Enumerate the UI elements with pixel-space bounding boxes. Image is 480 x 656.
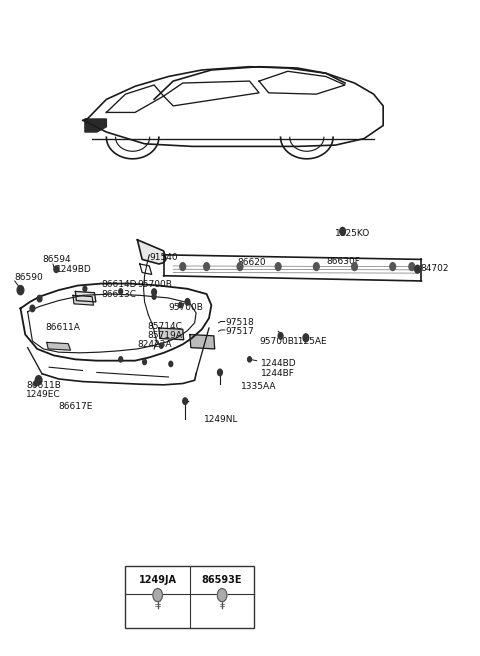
Text: 1125AE: 1125AE: [292, 337, 327, 346]
Circle shape: [152, 294, 156, 299]
Text: 85714C: 85714C: [147, 322, 182, 331]
Circle shape: [185, 298, 190, 305]
Polygon shape: [190, 335, 215, 349]
Text: 97518: 97518: [226, 318, 254, 327]
Circle shape: [313, 262, 319, 270]
Circle shape: [340, 228, 346, 236]
Text: 91540: 91540: [149, 253, 178, 262]
Text: 97517: 97517: [226, 327, 254, 336]
Circle shape: [159, 343, 163, 348]
Text: 95700B: 95700B: [259, 337, 294, 346]
Text: 95700B: 95700B: [137, 280, 172, 289]
Circle shape: [143, 359, 146, 365]
Polygon shape: [159, 328, 184, 340]
Text: 86614D: 86614D: [102, 280, 137, 289]
Circle shape: [30, 305, 35, 312]
Circle shape: [180, 262, 186, 270]
Circle shape: [237, 262, 243, 270]
Circle shape: [390, 262, 396, 270]
Text: 1125KO: 1125KO: [336, 229, 371, 237]
Circle shape: [83, 286, 87, 291]
Text: 82423A: 82423A: [137, 340, 172, 350]
Text: 86617E: 86617E: [59, 402, 93, 411]
Text: 86611B: 86611B: [26, 381, 61, 390]
Text: 86593E: 86593E: [202, 575, 242, 585]
Text: 86594: 86594: [42, 255, 71, 264]
Polygon shape: [137, 240, 166, 264]
Circle shape: [119, 289, 122, 294]
Text: 1244BD: 1244BD: [261, 359, 296, 369]
Text: 86611A: 86611A: [45, 323, 80, 333]
Text: 1335AA: 1335AA: [241, 382, 276, 391]
Circle shape: [17, 285, 24, 295]
Text: 1249JA: 1249JA: [139, 575, 177, 585]
Text: 1244BF: 1244BF: [261, 369, 294, 378]
Polygon shape: [47, 342, 71, 350]
Polygon shape: [75, 291, 96, 302]
Text: 86590: 86590: [15, 272, 44, 281]
Circle shape: [169, 361, 173, 367]
Circle shape: [415, 265, 420, 273]
Circle shape: [54, 266, 59, 272]
Circle shape: [248, 357, 252, 362]
Polygon shape: [73, 295, 94, 305]
Polygon shape: [85, 119, 107, 132]
Circle shape: [217, 369, 222, 376]
Circle shape: [217, 588, 227, 602]
Circle shape: [278, 333, 283, 339]
Text: 85719A: 85719A: [147, 331, 182, 340]
Text: 86620: 86620: [238, 258, 266, 267]
Circle shape: [204, 262, 209, 270]
Text: 1249EC: 1249EC: [26, 390, 61, 399]
Circle shape: [119, 357, 122, 362]
Circle shape: [276, 262, 281, 270]
Circle shape: [34, 381, 37, 386]
Text: 1249NL: 1249NL: [204, 415, 239, 424]
Circle shape: [303, 334, 309, 342]
Circle shape: [153, 588, 162, 602]
Circle shape: [35, 376, 42, 385]
Circle shape: [183, 398, 188, 405]
Text: 84702: 84702: [420, 264, 449, 273]
Text: 86630F: 86630F: [326, 257, 360, 266]
Circle shape: [409, 262, 415, 270]
Circle shape: [179, 302, 182, 308]
Text: 86613C: 86613C: [102, 289, 137, 298]
Circle shape: [37, 295, 42, 302]
FancyBboxPatch shape: [125, 566, 254, 628]
Text: 1249BD: 1249BD: [56, 265, 92, 274]
Text: 95700B: 95700B: [168, 302, 204, 312]
Circle shape: [352, 262, 358, 270]
Circle shape: [152, 289, 156, 295]
